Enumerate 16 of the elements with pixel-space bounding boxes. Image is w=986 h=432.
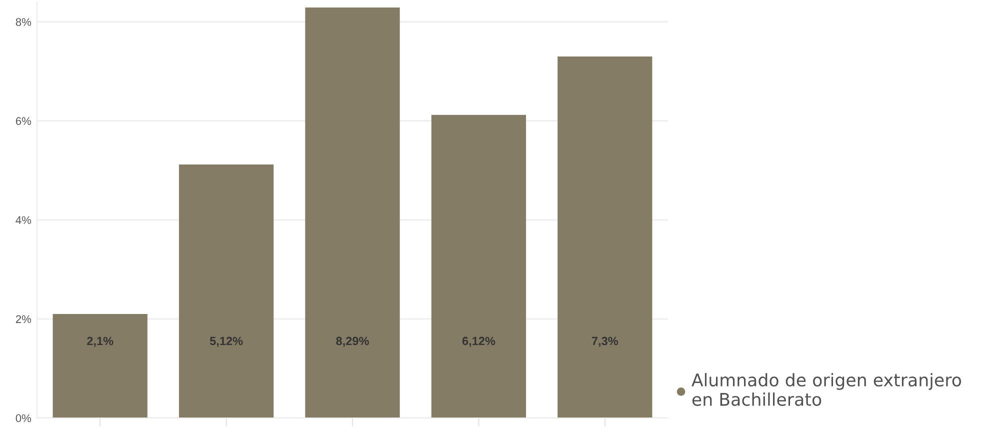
bar [52,314,148,418]
y-tick-label: 6% [16,117,32,125]
bar [178,164,274,418]
bar [431,114,526,418]
data-label: 8,29% [336,336,369,347]
bar [558,56,652,418]
y-tick-label: 2% [16,315,32,324]
y-tick-label: 8% [16,18,32,26]
data-label: 7,3% [592,336,618,347]
bar [305,7,400,418]
data-label: 5,12% [210,336,243,347]
data-label: 2,1% [87,336,114,347]
data-label: 6,12% [462,336,496,347]
y-tick-label: 0% [16,414,32,422]
legend-label: Alumnado de origen extranjero en Bachillerato [692,373,962,406]
y-tick-label: 4% [16,216,32,224]
